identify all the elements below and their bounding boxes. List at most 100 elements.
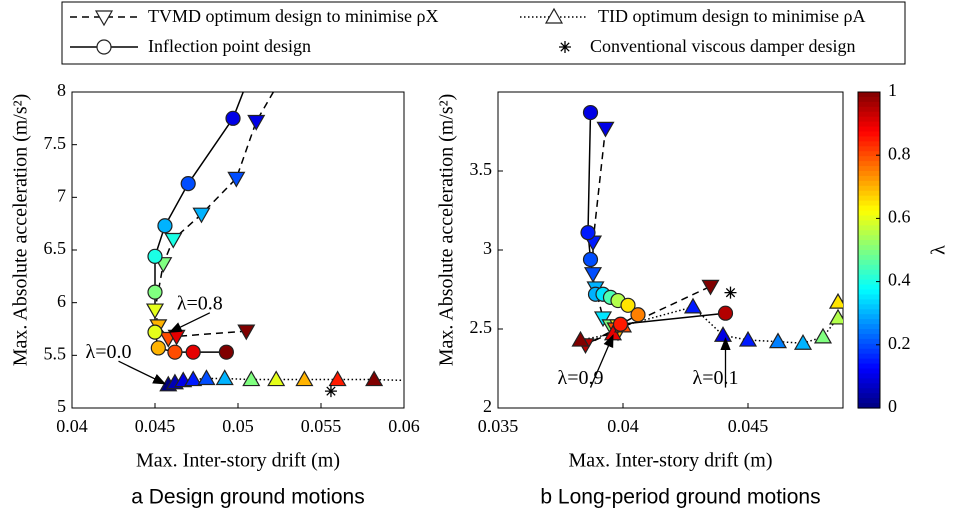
legend-label: Conventional viscous damper design (590, 36, 855, 56)
point (813, 327, 833, 344)
annotation: λ=0.1 (693, 367, 739, 389)
x-tick-label: 0.06 (388, 416, 420, 436)
x-tick-label: 0.05 (222, 416, 254, 436)
colorbar-tick-label: 0.8 (888, 143, 911, 163)
point (272, 75, 288, 89)
colorbar-strip (858, 151, 880, 157)
colorbar-strip (858, 240, 880, 246)
colorbar-strip (858, 195, 880, 202)
point (180, 176, 196, 192)
colorbar-strip (858, 106, 880, 113)
colorbar-strip (858, 314, 880, 320)
colorbar-strip (858, 205, 880, 212)
colorbar-strip (858, 220, 880, 226)
plot-area (497, 91, 844, 409)
point (164, 232, 183, 249)
colorbar-strip (858, 259, 880, 266)
point (247, 114, 266, 131)
colorbar-strip (858, 398, 880, 404)
annotation-arrow (589, 334, 614, 388)
legend-label: TVMD optimum design to minimise ρX (148, 6, 438, 26)
legend-marker (94, 10, 114, 27)
series-line (168, 377, 404, 386)
x-tick-label: 0.045 (135, 416, 176, 436)
point (620, 297, 636, 313)
colorbar-label: λ (928, 245, 950, 255)
colorbar-tick-label: 0.2 (888, 333, 911, 353)
point (582, 104, 599, 121)
point (828, 292, 843, 309)
colorbar-strip (858, 393, 880, 399)
colorbar-tick-label: 0.4 (888, 270, 911, 290)
colorbar-tick-label: 1 (888, 80, 897, 100)
point (571, 330, 590, 347)
point (192, 207, 211, 224)
point (242, 370, 261, 387)
point (738, 330, 758, 347)
y-tick-label: 5.5 (44, 343, 67, 363)
x-axis-label: Max. Inter-story drift (m) (136, 450, 340, 472)
y-tick-label: 7 (57, 185, 66, 205)
x-tick-label: 0.045 (728, 416, 769, 436)
colorbar-strip (858, 388, 880, 394)
colorbar-strip (858, 230, 880, 236)
caption: a Design ground motions (131, 486, 364, 509)
colorbar-strip (858, 116, 880, 123)
colorbar-strip (858, 383, 880, 389)
legend-marker (559, 41, 571, 53)
point (197, 369, 216, 386)
point (724, 286, 737, 299)
colorbar-strip (858, 279, 880, 286)
colorbar-strip (858, 299, 880, 305)
annotation: λ=0.8 (177, 292, 223, 314)
colorbar-strip (858, 304, 880, 310)
colorbar-strip (858, 225, 880, 231)
colorbar-strip (858, 200, 880, 207)
y-tick-label: 6.5 (44, 238, 67, 258)
colorbar-frame (857, 91, 881, 409)
colorbar-strip (858, 121, 880, 128)
y-tick-label: 6 (57, 291, 66, 311)
plot-area (71, 91, 405, 409)
colorbar-tick-label: 0 (888, 396, 897, 416)
colorbar-strip (858, 269, 880, 276)
point (793, 334, 813, 350)
colorbar-strip (858, 294, 880, 300)
colorbar-strip (858, 111, 880, 118)
colorbar-strip (858, 235, 880, 241)
colorbar-strip (858, 274, 880, 281)
colorbar-strip (858, 180, 880, 187)
annotation-arrow (168, 312, 211, 333)
colorbar-strip (858, 264, 880, 271)
colorbar-strip (858, 166, 880, 172)
colorbar-strip (858, 156, 880, 162)
y-tick-label: 5 (57, 396, 66, 416)
colorbar-strip (858, 210, 880, 217)
point (701, 279, 720, 296)
annotation: λ=0.9 (558, 367, 604, 389)
colorbar-strip (858, 126, 880, 133)
point (225, 110, 241, 126)
legend-box (61, 1, 906, 65)
point (167, 344, 183, 360)
x-tick-label: 0.04 (607, 416, 639, 436)
colorbar-strip (858, 250, 880, 256)
point (583, 267, 603, 283)
legend-label: TID optimum design to minimise ρA (598, 6, 865, 26)
point (365, 370, 384, 387)
point (237, 324, 256, 341)
colorbar-strip (858, 131, 880, 138)
y-tick-label: 2.5 (470, 317, 493, 337)
point (717, 305, 734, 321)
y-tick-label: 3 (483, 238, 492, 258)
colorbar-strip (858, 245, 880, 251)
point (184, 370, 203, 387)
plot-content (145, 75, 404, 398)
point (612, 316, 629, 332)
y-axis-label: Max. Absolute acceleration (m/s²) (10, 94, 32, 367)
point (630, 307, 646, 323)
colorbar-strip (858, 254, 880, 261)
colorbar-strip (858, 324, 880, 330)
colorbar-strip (858, 289, 880, 296)
